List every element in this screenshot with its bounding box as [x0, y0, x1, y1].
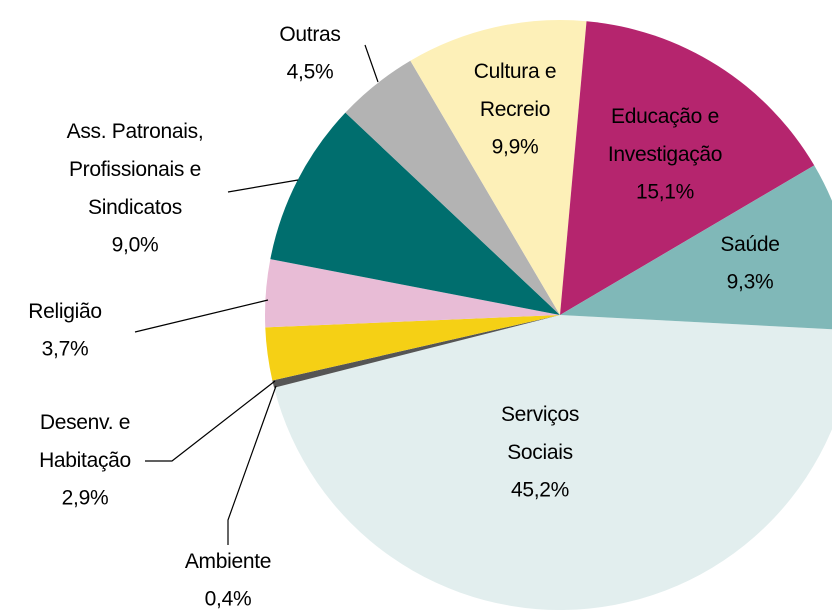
slice-label: Serviços Sociais	[501, 403, 579, 464]
slice-value-label: 45,2%	[511, 479, 569, 502]
pie-slice	[272, 315, 560, 388]
slice-value-label: 2,9%	[62, 487, 109, 510]
pie-slice	[345, 60, 560, 315]
slice-value-label: 9,0%	[112, 234, 159, 257]
slice-value-label: 15,1%	[636, 181, 694, 204]
pie-slice	[410, 20, 587, 316]
slice-label: Cultura e Recreio	[474, 60, 557, 121]
slice-value-label: 0,4%	[205, 588, 252, 611]
slice-value-label: 3,7%	[42, 338, 89, 361]
slice-value-label: 9,3%	[727, 271, 774, 294]
pie-slice	[560, 165, 832, 330]
slice-label: Ambiente	[185, 550, 271, 573]
pie-slice	[270, 112, 560, 315]
slice-label: Educação e Investigação	[608, 105, 722, 166]
leader-line	[134, 299, 269, 333]
pie-slice	[274, 315, 832, 610]
pie-slice	[560, 21, 815, 316]
leader-line	[227, 385, 277, 545]
slice-value-label: 9,9%	[492, 136, 539, 159]
slice-label: Religião	[28, 300, 101, 323]
pie-slice	[265, 259, 560, 328]
slice-label: Outras	[279, 23, 340, 46]
slice-label: Saúde	[720, 233, 779, 256]
leader-line	[364, 44, 379, 83]
pie-slice	[265, 315, 560, 381]
leader-line	[145, 380, 276, 462]
slice-label: Ass. Patronais, Profissionais e Sindicatos	[67, 120, 204, 219]
slice-value-label: 4,5%	[287, 61, 334, 84]
leader-line	[227, 179, 299, 193]
slice-label: Desenv. e Habitação	[39, 411, 131, 472]
